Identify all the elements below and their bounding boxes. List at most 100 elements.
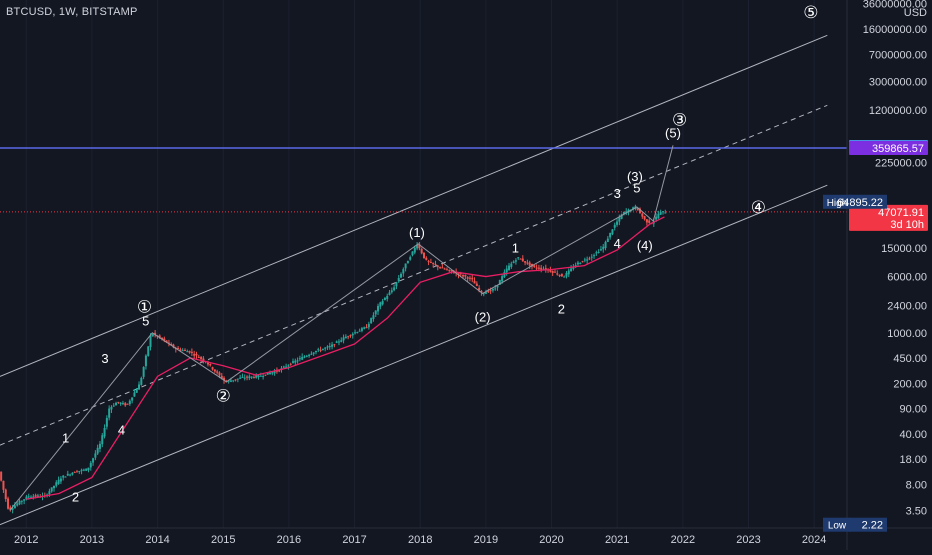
wave-label-18: ④: [751, 198, 766, 217]
candle-body-108: [248, 376, 251, 378]
candle-body-131: [301, 356, 304, 360]
candle-body-200: [459, 273, 462, 275]
candle-body-145: [333, 344, 336, 346]
wave-label-17: ③: [672, 110, 687, 129]
candle-body-176: [404, 263, 407, 269]
candle-body-230: [528, 262, 531, 266]
candle-body-142: [326, 346, 329, 348]
candle-body-7: [16, 503, 19, 506]
candle-body-218: [501, 276, 504, 282]
candle-body-133: [305, 355, 308, 357]
candle-body-156: [358, 330, 361, 332]
candle-body-182: [418, 244, 421, 249]
candle-body-271: [622, 211, 625, 215]
candle-body-39: [89, 462, 92, 468]
candle-body-85: [195, 353, 198, 356]
candle-body-134: [308, 354, 311, 357]
candle-body-175: [402, 269, 405, 274]
y-axis[interactable]: 3.50 8.00 18.00 40.00 90.00 200.00 450.00 1000.…: [846, 0, 927, 550]
y-tick-label-7: 1000.00: [887, 328, 927, 340]
candle-body-88: [202, 358, 205, 361]
x-tick-label-2013: 2013: [80, 534, 104, 546]
candle-body-23: [53, 485, 56, 489]
candle-body-53: [121, 403, 124, 405]
candle-body-181: [416, 244, 419, 249]
x-tick-label-2024: 2024: [802, 534, 826, 546]
candle-body-244: [560, 273, 563, 277]
candle-body-61: [140, 377, 143, 385]
candle-body-36: [82, 469, 85, 471]
candle-body-57: [131, 397, 134, 401]
candle-body-148: [340, 340, 343, 342]
candle-body-247: [567, 270, 570, 275]
candle-body-222: [510, 263, 513, 267]
candle-body-102: [234, 379, 237, 381]
candle-body-288: [661, 211, 664, 213]
candle-body-95: [218, 372, 221, 376]
candle-body-223: [512, 261, 515, 263]
candle-body-239: [549, 269, 552, 272]
candle-body-79: [181, 350, 184, 352]
y-tick-label-5: 200.00: [893, 378, 927, 390]
x-axis[interactable]: 2012 2013 2014 2015 2016 2017 2018 2019 2020 2021…: [0, 527, 932, 546]
candle-body-10: [23, 499, 26, 501]
candle-body-31: [71, 472, 74, 475]
candle-body-191: [439, 267, 442, 269]
candle-body-214: [491, 289, 494, 291]
wave-label-6: ②: [216, 386, 231, 405]
candle-body-224: [514, 260, 517, 262]
candle-body-174: [400, 273, 403, 278]
candle-body-220: [505, 268, 508, 273]
candle-body-262: [602, 246, 605, 250]
wave-label-10: 2: [558, 302, 565, 317]
candle-body-172: [395, 282, 398, 287]
y-tick-label-14: 7000000.00: [869, 50, 927, 62]
candle-body-22: [50, 487, 53, 492]
candle-body-33: [75, 471, 78, 473]
candle-body-264: [606, 238, 609, 243]
candle-body-91: [209, 363, 212, 366]
candle-body-15: [34, 495, 37, 497]
channel-lines: [0, 34, 828, 526]
candle-body-215: [494, 288, 497, 290]
y-axis-unit: USD: [904, 7, 927, 19]
x-tick-label-2023: 2023: [736, 534, 760, 546]
candle-body-93: [213, 369, 216, 372]
candle-body-13: [30, 496, 33, 498]
candle-body-149: [342, 337, 345, 341]
y-tick-label-4: 90.00: [899, 403, 927, 415]
candle-body-246: [565, 272, 568, 277]
candle-body-211: [485, 292, 488, 294]
x-tick-label-2019: 2019: [474, 534, 498, 546]
candle-body-125: [287, 365, 290, 367]
candle-body-253: [581, 261, 584, 263]
candle-body-268: [616, 221, 619, 225]
wave-label-8: (2): [475, 309, 491, 324]
high-tag: High: [827, 198, 848, 209]
candle-body-204: [468, 277, 471, 279]
price-label-box-1: [849, 140, 928, 155]
candle-body-0: [0, 471, 3, 481]
wave-label-11: 3: [614, 186, 621, 201]
candle-body-226: [519, 258, 522, 260]
candle-body-259: [595, 252, 598, 254]
candle-body-252: [579, 262, 582, 265]
candle-body-116: [266, 372, 269, 375]
candle-body-58: [133, 392, 136, 397]
candle-body-50: [115, 402, 118, 406]
candle-body-286: [657, 213, 660, 219]
candle-body-150: [344, 336, 347, 339]
candle-body-213: [489, 290, 492, 292]
x-tick-label-2022: 2022: [671, 534, 695, 546]
wave-label-1: 5: [142, 314, 149, 329]
candle-body-97: [223, 377, 226, 381]
candle-body-282: [648, 220, 651, 223]
wave-path-line: [9, 145, 674, 511]
candle-body-241: [553, 271, 556, 273]
high-tag-box: [823, 194, 851, 209]
y-tick-label-6: 450.00: [893, 353, 927, 365]
low-value-box: [849, 517, 887, 532]
candle-body-183: [420, 248, 423, 254]
